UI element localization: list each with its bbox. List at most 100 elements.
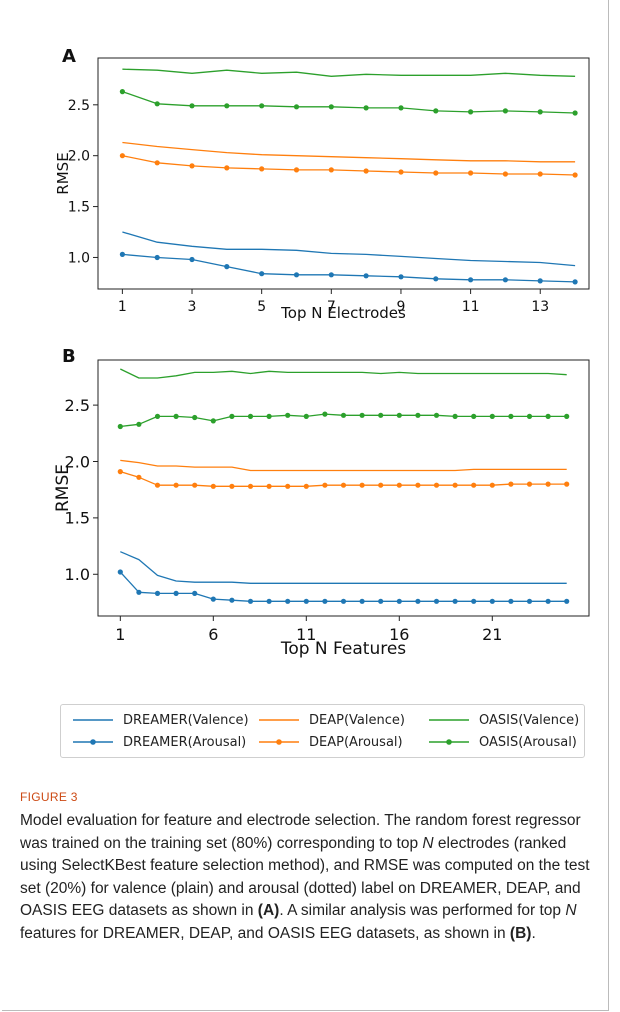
data-point xyxy=(489,482,495,488)
data-point xyxy=(173,482,179,488)
data-point xyxy=(247,598,254,604)
legend-entry: DEAP(Arousal) xyxy=(257,732,403,752)
data-point xyxy=(266,413,272,419)
data-point xyxy=(210,483,216,489)
caption-segment: N xyxy=(422,834,434,852)
data-point xyxy=(433,170,439,176)
data-point xyxy=(328,272,334,278)
data-point xyxy=(303,483,309,489)
data-point xyxy=(259,166,265,172)
legend-entry: DEAP(Valence) xyxy=(257,710,405,730)
data-point xyxy=(192,482,198,488)
data-point xyxy=(136,589,142,595)
data-point xyxy=(398,274,404,280)
x-tick-label: 13 xyxy=(531,299,549,315)
caption-segment: features for DREAMER, DEAP, and OASIS EE… xyxy=(20,924,510,942)
data-point xyxy=(285,598,291,604)
caption-text: Model evaluation for feature and electro… xyxy=(20,810,600,945)
data-point xyxy=(471,413,477,419)
x-axis-label: Top N Features xyxy=(280,639,406,659)
data-point xyxy=(502,108,508,114)
data-point xyxy=(433,482,440,488)
data-point xyxy=(537,171,543,177)
legend-entry: OASIS(Arousal) xyxy=(427,732,577,752)
caption-segment: . xyxy=(531,924,536,942)
y-axis-label: RMSE xyxy=(54,152,72,194)
series-line xyxy=(120,551,567,584)
y-tick-label: 1.0 xyxy=(65,565,90,584)
y-tick-label: 2.0 xyxy=(68,149,90,165)
data-point xyxy=(363,105,369,111)
data-point xyxy=(452,413,458,419)
data-point xyxy=(415,598,421,604)
data-point xyxy=(415,412,421,418)
data-point xyxy=(322,411,328,417)
data-point xyxy=(119,251,125,257)
data-point xyxy=(471,482,477,488)
data-point xyxy=(398,169,404,175)
series-line xyxy=(122,155,576,176)
legend-swatch xyxy=(259,719,299,721)
data-point xyxy=(247,483,254,489)
legend-swatch xyxy=(429,739,469,745)
data-point xyxy=(537,109,543,115)
caption-segment: (B) xyxy=(509,924,532,942)
series-line xyxy=(120,459,567,472)
data-point xyxy=(545,598,551,604)
data-point xyxy=(303,598,309,604)
data-point xyxy=(117,469,123,475)
x-tick-label: 1 xyxy=(115,625,125,644)
figure-frame xyxy=(2,0,609,1011)
data-point xyxy=(489,598,495,604)
plot-frame xyxy=(97,359,590,617)
data-point xyxy=(328,167,334,173)
data-point xyxy=(136,474,142,480)
data-point xyxy=(210,596,216,602)
data-point xyxy=(545,481,551,487)
series-line xyxy=(122,141,576,163)
legend-label: DREAMER(Valence) xyxy=(123,712,249,728)
panel-label: B xyxy=(62,346,76,367)
data-point xyxy=(322,482,328,488)
x-tick-label: 3 xyxy=(188,299,197,315)
y-axis-label: RMSE xyxy=(53,464,73,512)
data-point xyxy=(396,598,402,604)
data-point xyxy=(433,276,439,282)
data-point xyxy=(136,421,142,427)
series-line xyxy=(122,253,576,283)
data-point xyxy=(154,160,160,166)
caption-segment: N xyxy=(565,902,577,919)
series-line xyxy=(122,231,576,267)
data-point xyxy=(572,172,578,178)
data-point xyxy=(508,481,514,487)
x-axis-label: Top N Electrodes xyxy=(280,304,406,322)
data-point xyxy=(452,598,458,604)
data-point xyxy=(433,598,440,604)
data-point xyxy=(224,264,230,270)
series-line xyxy=(120,368,567,379)
data-point xyxy=(322,598,328,604)
caption-segment: . A similar analysis was performed for t… xyxy=(279,902,566,919)
data-point xyxy=(117,569,123,575)
x-tick-label: 11 xyxy=(296,625,316,644)
data-point xyxy=(398,105,404,111)
data-point xyxy=(452,482,458,488)
data-point xyxy=(119,153,125,159)
data-point xyxy=(247,413,254,419)
data-point xyxy=(224,103,230,109)
data-point xyxy=(340,598,347,604)
series-line xyxy=(122,68,576,77)
data-point xyxy=(526,481,533,487)
caption-segment: Model evaluation for feature and electro… xyxy=(20,812,581,852)
data-point xyxy=(396,482,402,488)
data-point xyxy=(340,412,347,418)
data-point xyxy=(526,413,533,419)
x-tick-label: 16 xyxy=(389,625,409,644)
panel-label: A xyxy=(62,46,76,67)
data-point xyxy=(303,413,309,419)
data-point xyxy=(537,278,543,284)
data-point xyxy=(259,103,265,109)
data-point xyxy=(189,103,195,109)
data-point xyxy=(285,483,291,489)
data-point xyxy=(572,110,578,116)
